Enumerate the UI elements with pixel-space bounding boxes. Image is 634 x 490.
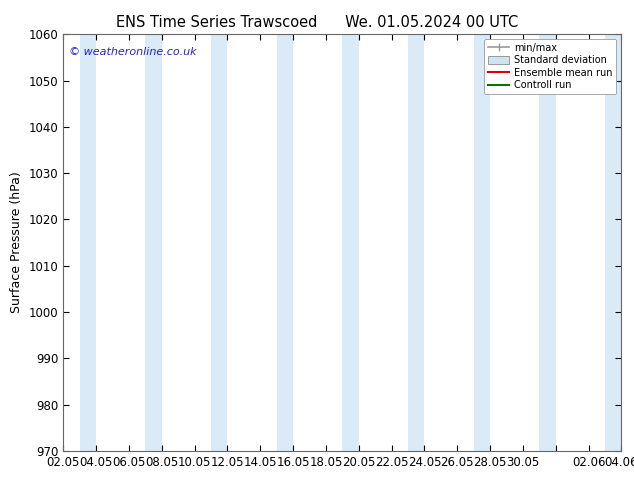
Bar — [474, 34, 490, 451]
Bar — [408, 34, 424, 451]
Text: © weatheronline.co.uk: © weatheronline.co.uk — [69, 47, 197, 57]
Bar — [540, 34, 555, 451]
Legend: min/max, Standard deviation, Ensemble mean run, Controll run: min/max, Standard deviation, Ensemble me… — [484, 39, 616, 94]
Bar — [605, 34, 621, 451]
Text: ENS Time Series Trawscoed      We. 01.05.2024 00 UTC: ENS Time Series Trawscoed We. 01.05.2024… — [116, 15, 518, 30]
Bar — [276, 34, 293, 451]
Bar — [342, 34, 359, 451]
Bar — [145, 34, 162, 451]
Y-axis label: Surface Pressure (hPa): Surface Pressure (hPa) — [10, 172, 23, 314]
Bar — [80, 34, 96, 451]
Bar — [211, 34, 228, 451]
